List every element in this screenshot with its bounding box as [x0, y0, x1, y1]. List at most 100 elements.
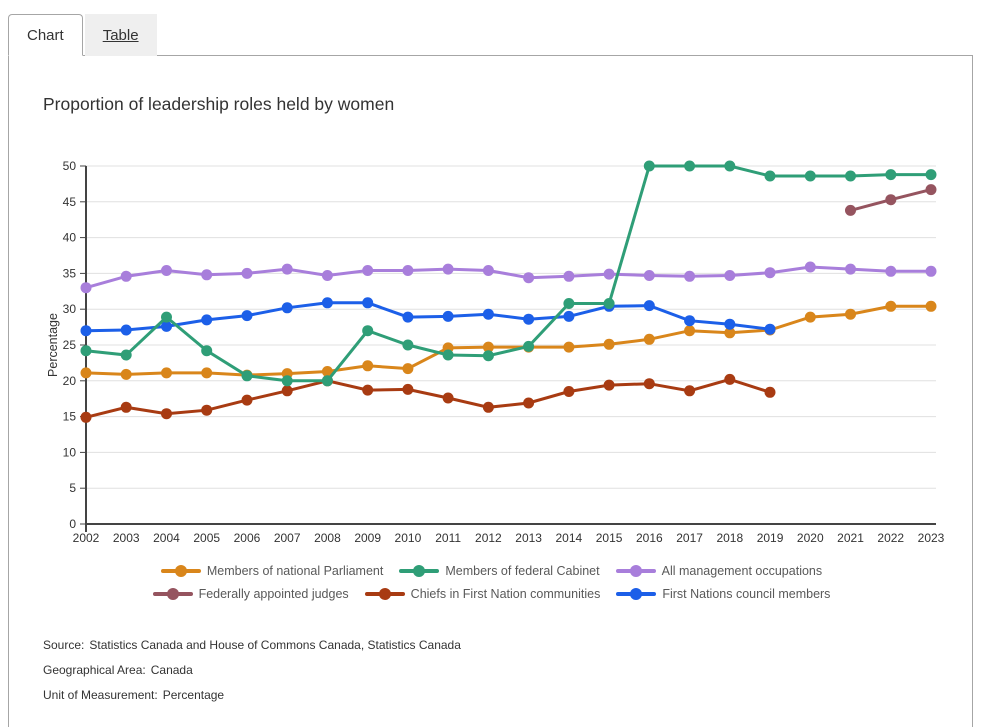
x-tick-label: 2016	[636, 531, 663, 545]
x-tick-label: 2007	[274, 531, 301, 545]
legend-item-first-nations-council-members[interactable]: First Nations council members	[616, 587, 830, 601]
data-point	[724, 318, 736, 330]
data-point	[764, 267, 776, 279]
legend-label: Chiefs in First Nation communities	[410, 587, 601, 601]
data-point	[764, 386, 776, 398]
data-point	[603, 379, 615, 391]
data-point	[563, 270, 575, 282]
tab-table-label: Table	[102, 26, 139, 44]
data-point	[120, 349, 132, 361]
x-tick-label: 2014	[556, 531, 583, 545]
data-point	[885, 300, 897, 312]
legend-swatch-icon	[615, 565, 656, 577]
data-point	[925, 300, 937, 312]
legend-item-chiefs-in-first-nation-communities[interactable]: Chiefs in First Nation communities	[364, 587, 601, 601]
data-point	[161, 265, 172, 276]
y-tick-label: 5	[69, 481, 76, 495]
data-point	[724, 327, 736, 339]
data-point	[80, 282, 92, 294]
tab-chart[interactable]: Chart	[8, 14, 83, 56]
data-point	[643, 160, 655, 172]
note-line: Geographical Area: Canada	[43, 663, 461, 677]
data-point	[201, 345, 213, 357]
y-tick-label: 30	[63, 302, 77, 316]
data-point	[563, 386, 575, 397]
x-tick-label: 2023	[918, 531, 945, 545]
legend-item-federally-appointed-judges[interactable]: Federally appointed judges	[152, 587, 349, 601]
y-tick-label: 50	[63, 159, 77, 173]
data-point	[80, 367, 92, 379]
data-point	[643, 333, 655, 345]
legend-row: Members of national Parliament Members of…	[160, 564, 822, 578]
data-point	[724, 160, 736, 172]
data-point	[281, 375, 293, 387]
data-point	[241, 370, 253, 382]
data-point	[80, 345, 92, 357]
legend-dot-icon	[166, 588, 179, 600]
data-point	[684, 385, 696, 397]
data-point	[120, 270, 132, 282]
data-point	[845, 204, 856, 216]
data-point	[563, 310, 575, 322]
legend-label: Federally appointed judges	[198, 587, 349, 601]
series-line	[85, 164, 931, 383]
data-point	[603, 298, 615, 309]
note-value: Statistics Canada and House of Commons C…	[89, 638, 461, 652]
y-tick-label: 10	[63, 445, 77, 459]
data-point	[402, 383, 414, 395]
x-tick-label: 2005	[193, 531, 220, 545]
x-tick-label: 2022	[877, 531, 904, 545]
data-point	[80, 411, 92, 423]
x-tick-label: 2015	[596, 531, 623, 545]
legend-dot-icon	[174, 565, 187, 577]
data-point	[925, 184, 937, 196]
data-point	[523, 313, 535, 325]
legend-label: Members of national Parliament	[206, 564, 384, 578]
data-point	[402, 363, 414, 375]
tab-table[interactable]: Table	[84, 14, 157, 56]
data-point	[161, 367, 172, 379]
x-tick-label: 2018	[716, 531, 743, 545]
legend-item-members-of-federal-cabinet[interactable]: Members of federal Cabinet	[399, 564, 600, 578]
note-line: Unit of Measurement: Percentage	[43, 688, 461, 702]
data-point	[643, 270, 655, 281]
data-point	[120, 324, 132, 336]
legend-item-members-of-national-parliament[interactable]: Members of national Parliament	[160, 564, 384, 578]
data-point	[241, 310, 253, 322]
series-all-management-occupations	[80, 261, 937, 294]
data-point	[684, 325, 696, 337]
x-tick-label: 2006	[234, 531, 261, 545]
data-point	[804, 261, 816, 273]
data-point	[321, 366, 333, 377]
series-federally-appointed-judges	[845, 184, 937, 216]
x-tick-label: 2004	[153, 531, 180, 545]
data-point	[643, 300, 655, 312]
data-point	[161, 408, 172, 420]
tab-chart-label: Chart	[27, 26, 64, 44]
data-point	[362, 297, 374, 309]
legend-row: Federally appointed judges Chiefs in Firs…	[152, 587, 830, 601]
x-tick-label: 2017	[676, 531, 703, 545]
legend-dot-icon	[629, 565, 642, 577]
x-tick-label: 2008	[314, 531, 341, 545]
data-point	[603, 268, 615, 280]
data-point	[80, 325, 92, 337]
legend-swatch-icon	[160, 565, 201, 577]
x-tick-label: 2011	[435, 531, 461, 545]
data-point	[321, 297, 333, 309]
series-first-nations-council-members	[80, 297, 776, 337]
x-tick-label: 2009	[354, 531, 381, 545]
x-tick-label: 2010	[395, 531, 422, 545]
data-point	[402, 311, 414, 323]
data-point	[442, 392, 454, 404]
legend-swatch-icon	[152, 588, 193, 600]
data-point	[563, 298, 575, 309]
y-tick-label: 45	[63, 195, 77, 209]
legend-item-all-management-occupations[interactable]: All management occupations	[615, 564, 822, 578]
series-chiefs-in-first-nation-communities	[80, 373, 776, 423]
data-point	[442, 349, 454, 361]
data-point	[241, 394, 253, 406]
data-point	[362, 325, 374, 337]
y-tick-label: 20	[63, 374, 77, 388]
